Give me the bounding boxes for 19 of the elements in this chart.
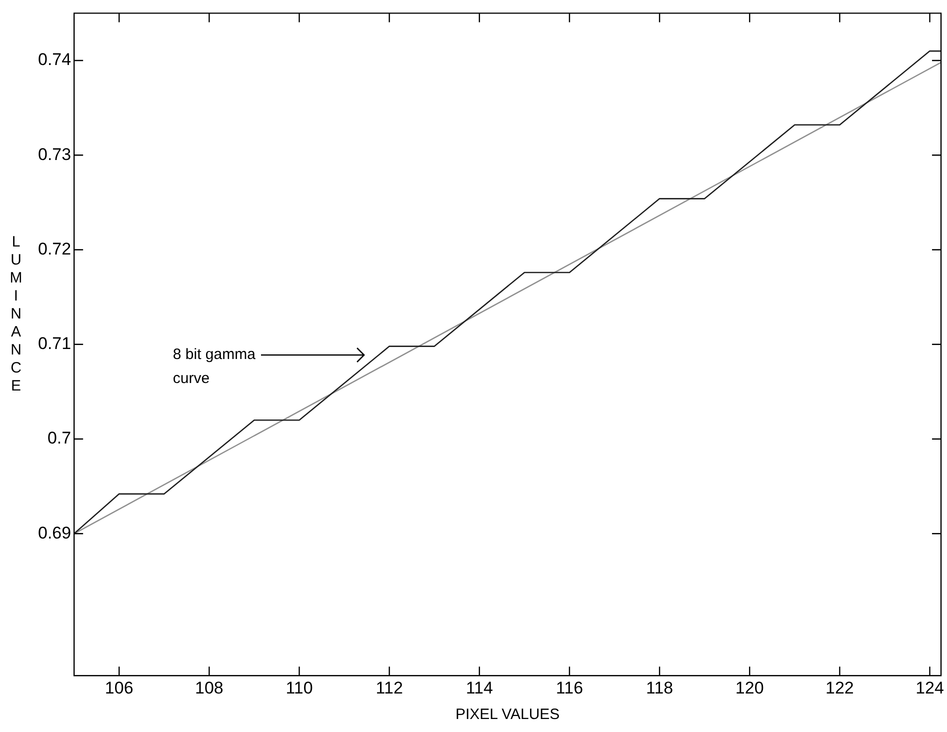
- y-tick-label: 0.73: [38, 144, 72, 164]
- x-tick-label: 106: [104, 678, 134, 698]
- y-tick-label: 0.71: [38, 334, 72, 354]
- x-tick-label: 112: [376, 678, 403, 698]
- x-tick-label: 120: [735, 678, 764, 698]
- y-tick-label: 0.74: [38, 50, 72, 70]
- x-axis-title: PIXEL VALUES: [455, 706, 560, 724]
- y-tick-label: 0.7: [47, 428, 72, 448]
- y-tick-label: 0.72: [38, 239, 72, 258]
- x-tick-label: 114: [466, 678, 493, 698]
- annotation: 8 bit gamma curve: [172, 346, 256, 388]
- x-tick-label: 116: [556, 678, 584, 698]
- text: LUMINANCE: [10, 234, 22, 395]
- x-tick-label: 124: [916, 678, 944, 698]
- y-tick-label: 0.69: [38, 523, 72, 542]
- x-tick-label: 118: [646, 678, 674, 698]
- x-tick-label: 110: [286, 678, 313, 698]
- x-tick-label: 108: [195, 678, 224, 698]
- x-tick-label: 122: [826, 678, 854, 698]
